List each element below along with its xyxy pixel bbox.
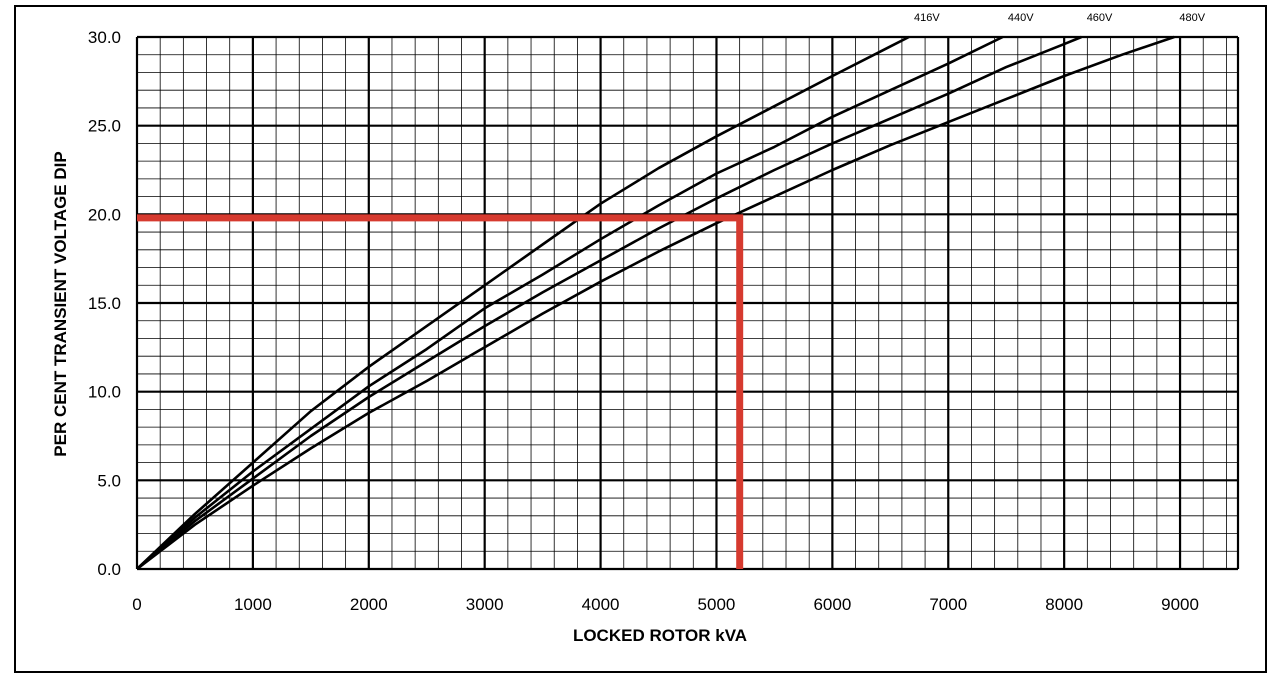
major-grid [135,35,1240,571]
x-tick-label: 1000 [234,595,272,614]
red-reference-line [137,214,744,569]
x-tick-label: 7000 [929,595,967,614]
series-line-416V [136,35,910,570]
reference-lines [137,214,744,569]
series-label-440V: 440V [1008,12,1034,24]
x-tick-label: 3000 [466,595,504,614]
x-tick-label: 9000 [1161,595,1199,614]
y-tick-label: 15.0 [88,294,121,313]
y-tick-label: 30.0 [88,28,121,47]
y-tick-labels: 0.0 5.0 10.0 15.0 20.0 25.0 30.0 [88,28,121,579]
series-line-460V [136,35,1082,571]
y-tick-label: 20.0 [88,205,121,224]
x-tick-label: 5000 [698,595,736,614]
series-label-480V: 480V [1179,12,1205,24]
series-lines [136,35,1175,571]
y-tick-label: 5.0 [97,471,121,490]
chart-frame [14,5,1267,673]
series-line-440V [136,35,1004,570]
y-tick-label: 10.0 [88,383,121,402]
y-tick-label: 0.0 [97,560,121,579]
series-line-480V [136,35,1175,571]
x-tick-label: 0 [132,595,141,614]
series-label-416V: 416V [914,12,940,24]
x-tick-label: 8000 [1045,595,1083,614]
x-tick-label: 2000 [350,595,388,614]
y-axis-title: PER CENT TRANSIENT VOLTAGE DIP [51,151,70,456]
y-tick-label: 25.0 [88,117,121,136]
series-labels: 416V 440V 460V 480V [914,12,1206,24]
x-axis-title: LOCKED ROTOR kVA [573,626,747,645]
x-tick-label: 6000 [813,595,851,614]
series-label-460V: 460V [1087,12,1113,24]
x-tick-label: 4000 [582,595,620,614]
x-tick-labels: 0 1000 2000 3000 4000 5000 6000 7000 8000 9000 [132,595,1199,614]
